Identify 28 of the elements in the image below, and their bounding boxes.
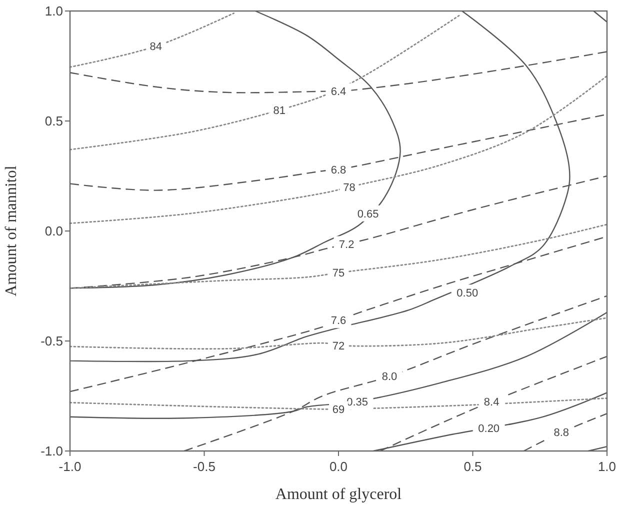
x-tick-label: 0.5 xyxy=(464,459,482,474)
annotation: 0.50 xyxy=(456,287,478,300)
x-tick-label: 1.0 xyxy=(598,459,616,474)
annotation: 8.0 xyxy=(382,371,398,384)
line-series xyxy=(69,14,460,150)
x-axis-title: Amount of glycerol xyxy=(275,486,402,503)
annotation: 75 xyxy=(332,268,345,280)
line-series xyxy=(69,75,608,224)
y-tick-label: 0.0 xyxy=(44,224,63,239)
annotation: 8.8 xyxy=(554,427,570,440)
annotation: 69 xyxy=(332,404,345,416)
annotation: 81 xyxy=(273,104,286,117)
y-tick-label: 0.5 xyxy=(44,114,63,129)
y-tick-label: -0.5 xyxy=(40,334,63,349)
x-tick-label: -1.0 xyxy=(58,459,82,474)
annotation: 84 xyxy=(150,41,162,54)
line-series xyxy=(69,224,608,289)
annotation: 72 xyxy=(332,340,345,352)
annotation: 0.65 xyxy=(357,208,379,220)
annotation: 78 xyxy=(343,182,356,194)
annotation: 6.8 xyxy=(330,164,346,176)
x-tick-label: -0.5 xyxy=(193,459,216,474)
y-tick-label: 1.0 xyxy=(44,4,63,19)
y-tick-label: -1.0 xyxy=(40,444,63,459)
x-tick-label: 0.0 xyxy=(329,459,348,474)
annotation: 7.2 xyxy=(338,239,354,252)
annotation: 0.20 xyxy=(478,422,500,435)
y-axis-title: Amount of mannitol xyxy=(3,165,20,296)
